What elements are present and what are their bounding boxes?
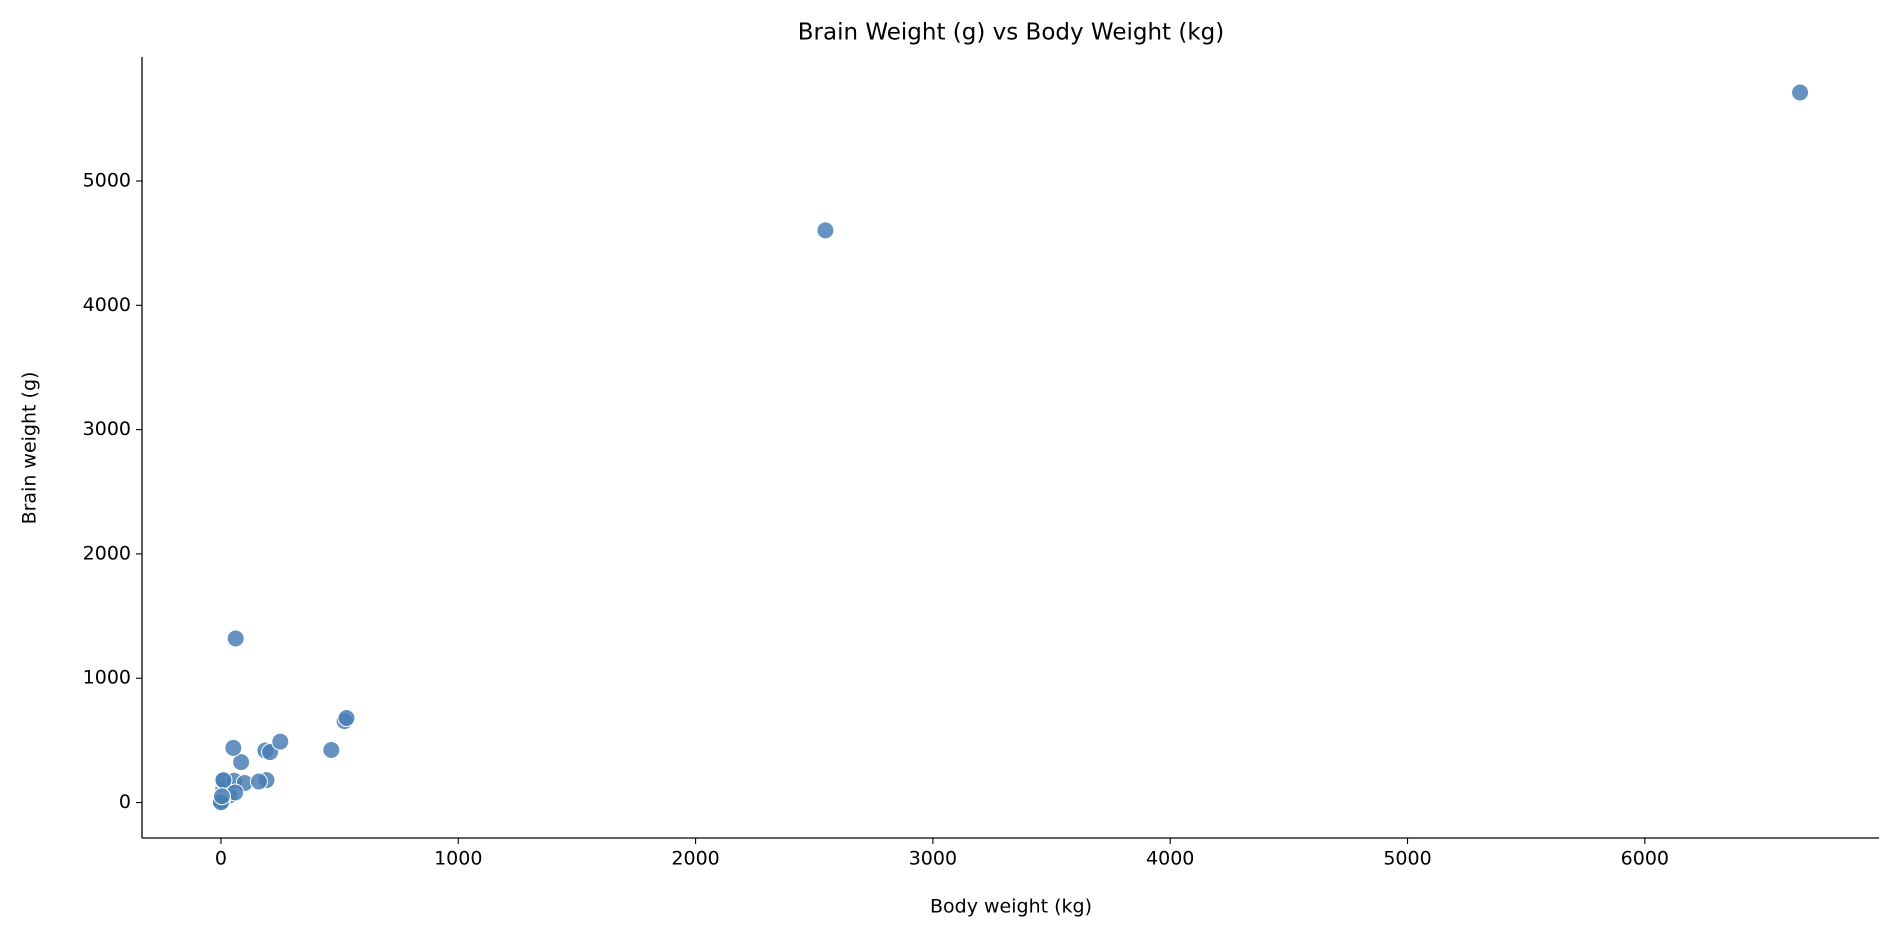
point (337, 708, 356, 727)
y-tick-label: 0 (119, 791, 131, 813)
point (271, 732, 290, 751)
point (226, 629, 245, 648)
y-tick-label: 2000 (83, 542, 131, 564)
y-tick-label: 3000 (83, 418, 131, 440)
x-tick-label: 6000 (1621, 848, 1669, 870)
x-tick-label: 2000 (671, 848, 719, 870)
y-tick-label: 4000 (83, 294, 131, 316)
x-tick-label: 5000 (1383, 848, 1431, 870)
y-axis-label: Brain weight (g) (19, 372, 41, 525)
point (224, 738, 243, 757)
point (1791, 83, 1810, 102)
point (232, 753, 251, 772)
point (816, 221, 835, 240)
x-tick-label: 4000 (1146, 848, 1194, 870)
chart-title: Brain Weight (g) vs Body Weight (kg) (798, 20, 1225, 46)
x-tick-label: 3000 (909, 848, 957, 870)
point (249, 772, 268, 791)
y-tick-label: 5000 (83, 170, 131, 192)
point (212, 787, 231, 806)
x-tick-label: 0 (215, 848, 227, 870)
x-tick-label: 1000 (434, 848, 482, 870)
point (322, 740, 341, 759)
y-tick-label: 1000 (83, 667, 131, 689)
x-axis-label: Body weight (kg) (930, 896, 1092, 918)
